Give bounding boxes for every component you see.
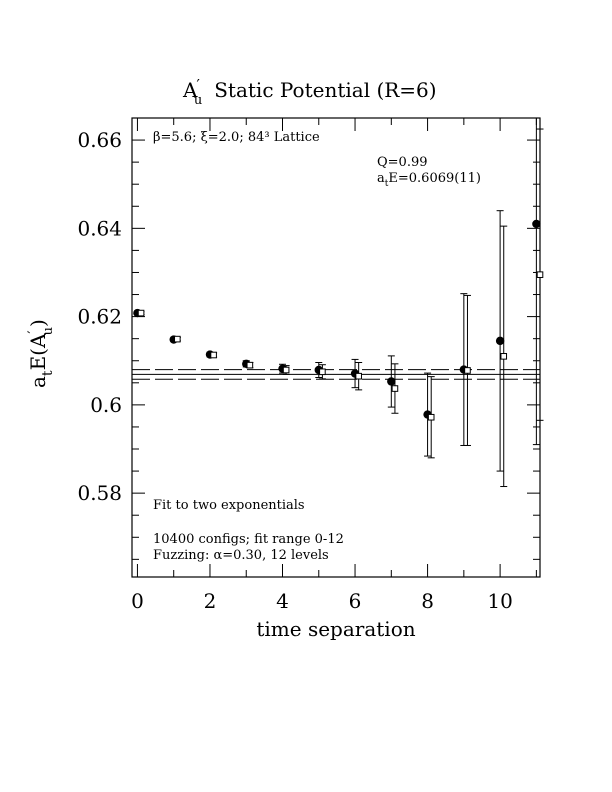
x-tick-label: 6: [349, 589, 362, 613]
x-tick-label: 2: [204, 589, 217, 613]
data-point-square: [210, 351, 217, 359]
x-tick-label: 10: [487, 589, 512, 613]
q-annotation: Q=0.99: [377, 155, 428, 170]
x-tick-label: 8: [421, 589, 434, 613]
x-tick-label: 4: [276, 589, 289, 613]
lattice-annotation: β=5.6; ξ=2.0; 84³ Lattice: [153, 130, 320, 145]
data-point-circle: [495, 336, 505, 346]
x-tick-label: 0: [131, 589, 144, 613]
y-tick-label: 0.64: [77, 216, 122, 240]
data-point-square: [536, 271, 544, 278]
config-note: 10400 configs; fit range 0-12: [153, 532, 344, 547]
y-tick-label: 0.66: [77, 128, 122, 152]
data-point-square: [137, 309, 145, 317]
energy-annotation: atE=0.6069(11): [377, 171, 481, 189]
data-point-square: [282, 366, 290, 374]
fuzzing-note: Fuzzing: α=0.30, 12 levels: [153, 548, 329, 563]
y-tick-label: 0.6: [90, 393, 122, 417]
data-point-square: [355, 372, 362, 380]
y-axis-label: atE(A′u): [26, 319, 56, 388]
x-axis-label: time separation: [256, 617, 415, 641]
data-point-circle: [387, 377, 396, 386]
data-point-square: [174, 335, 181, 343]
data-point-square: [500, 353, 508, 360]
data-point-square: [464, 367, 471, 374]
fit-note: Fit to two exponentials: [153, 498, 305, 513]
y-tick-label: 0.58: [77, 481, 122, 505]
y-tick-label: 0.62: [77, 305, 122, 329]
data-point-square: [391, 385, 399, 392]
chart-title: A′ u Static Potential (R=6): [182, 76, 437, 108]
data-point-square: [427, 413, 435, 421]
data-point-circle: [532, 219, 541, 229]
data-point-square: [246, 361, 254, 369]
data-point-square: [319, 368, 326, 376]
